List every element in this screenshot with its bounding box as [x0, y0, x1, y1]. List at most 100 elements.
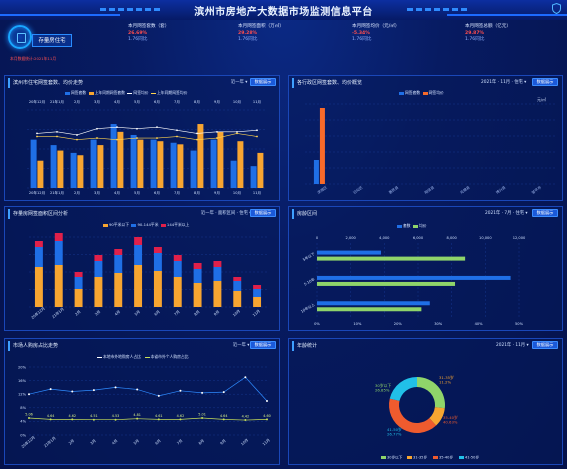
line-point [157, 418, 160, 421]
period-select[interactable]: 2021年 · 11月 ▾ [496, 343, 529, 348]
x-tick-label: 0 [316, 236, 319, 240]
data-display-button[interactable]: 数据展示 [250, 341, 276, 349]
legend-swatch [407, 456, 412, 459]
x-tick-label: 50% [515, 322, 524, 326]
period-select[interactable]: 2021年 · 11月 · 住宅 ▾ [481, 80, 527, 85]
x-tick-label: 滨城区 [316, 184, 328, 195]
y-tick-label: 12% [18, 393, 27, 397]
line-point [71, 418, 74, 421]
x-tick-label: 阳信县 [423, 184, 435, 195]
hbar-count [317, 275, 511, 280]
line-point [116, 126, 118, 129]
bar-deals-last-year [177, 144, 184, 188]
stack-segment [94, 261, 103, 277]
bar-deals [50, 145, 57, 188]
stack-segment [233, 277, 242, 281]
legend: 本地市外地购房人占比 本省市外个人购房占比 [97, 354, 189, 360]
y-unit: 元/㎡ [537, 97, 546, 102]
stack-segment [173, 261, 182, 277]
x-tick-label: 10% [353, 322, 362, 326]
line-price-last-year [37, 133, 258, 140]
bar-deals [313, 160, 319, 184]
line-point [176, 135, 178, 138]
bar-deals-last-year [257, 152, 264, 188]
buyer-share-chart: 0% 4% 8% 12% 16% 20% 5.06 4.64 4.62 4.51 4.53 4.81 4… [18, 365, 271, 449]
data-label: 4.62 [68, 414, 76, 418]
stack-segment [253, 285, 262, 289]
stack-segment [193, 269, 202, 283]
header-stripe-left [100, 8, 160, 11]
period-select[interactable]: 近一年 ▾ [231, 80, 248, 85]
data-label: 4.51 [90, 414, 98, 418]
period-select[interactable]: 近一年 · 面积区间 · 住宅 ▾ [201, 211, 252, 216]
x-tick-label: 12,000 [513, 236, 526, 240]
slice-label: 31-35岁 [439, 375, 454, 380]
line-point [201, 391, 204, 394]
line-point [92, 418, 95, 421]
line-point [179, 389, 182, 392]
bar-deals [70, 152, 77, 188]
stack-segment [74, 272, 83, 277]
header-label: 4月 [114, 99, 120, 104]
x-tick-label: 21年1月 [50, 190, 64, 195]
data-display-button[interactable]: 数据展示 [532, 209, 558, 217]
hbar-price [317, 256, 466, 261]
x-tick-label: 7月 [173, 309, 181, 317]
stack-segment [54, 233, 63, 241]
bar-deals-last-year [37, 160, 44, 188]
shield-icon[interactable] [552, 2, 561, 15]
x-tick-label: 30% [434, 322, 443, 326]
data-display-button[interactable]: 数据展示 [532, 78, 558, 86]
legend-swatch [459, 456, 464, 459]
data-label: 4.64 [220, 414, 228, 418]
x-tick-label: 博兴县 [495, 184, 507, 195]
bar-deals-last-year [197, 124, 204, 188]
x-tick-label: 20年12月 [29, 190, 45, 195]
bar-deals [170, 142, 177, 188]
line-point [28, 393, 30, 396]
y-tick-label: 5-10年 [303, 276, 316, 286]
data-display-button[interactable]: 数据展示 [250, 78, 276, 86]
x-tick-label: 4月 [113, 309, 121, 317]
stack-segment [213, 261, 222, 267]
panel-trend: 滨州市住宅网签套数、均价走势 近一年 ▾ 数据展示 网签套数 上年同期网签套数 … [4, 75, 280, 201]
stack-segment [193, 263, 202, 269]
panel-title: 市场人购房占比走势 [8, 341, 58, 351]
x-tick-label: 11月 [251, 308, 260, 317]
x-tick-label: 10月 [240, 437, 249, 446]
x-tick-label: 2月 [67, 438, 75, 446]
stock-type-tag[interactable]: 存量房住宅 [32, 34, 72, 47]
data-display-button[interactable]: 数据展示 [532, 341, 558, 349]
bar-deals-last-year [57, 150, 64, 188]
stack-segment [54, 241, 63, 265]
header-bar: 滨州市房地产大数据市场监测信息平台 [0, 0, 567, 20]
line-point [114, 418, 117, 421]
line-point [196, 138, 198, 141]
x-tick-label: 沾化区 [352, 184, 364, 195]
stack-segment [134, 245, 143, 265]
stack-segment [173, 277, 182, 307]
bar-deals [110, 124, 117, 188]
x-tick-label: 6月 [153, 309, 161, 317]
data-display-button[interactable]: 数据展示 [250, 209, 276, 217]
x-tick-label: 9月 [214, 190, 220, 195]
x-tick-label: 惠民县 [388, 184, 400, 195]
line-point [222, 391, 225, 394]
page-title: 滨州市房地产大数据市场监测信息平台 [194, 7, 373, 18]
bar-deals-last-year [77, 155, 84, 188]
line-point [136, 417, 139, 420]
kpi-price: 本月网签均价（元/㎡） -5.34% 1.76同比 [352, 24, 400, 42]
legend-swatch [433, 456, 438, 459]
data-label: 4.64 [47, 414, 55, 418]
period-select[interactable]: 2021年 · 7月 · 住宅 ▾ [485, 211, 528, 216]
x-tick-label: 8月 [193, 309, 201, 317]
line-point [49, 388, 52, 391]
x-tick-label: 9月 [219, 438, 227, 446]
panel-title: 存量房网签面积区间分析 [8, 209, 68, 219]
x-tick-label: 3月 [89, 438, 97, 446]
period-select[interactable]: 近一年 ▾ [233, 343, 250, 348]
bar-deals-last-year [137, 139, 144, 188]
x-tick-label: 3月 [94, 190, 100, 195]
legend: 套数 均价 [397, 223, 427, 229]
line-point [266, 418, 268, 421]
